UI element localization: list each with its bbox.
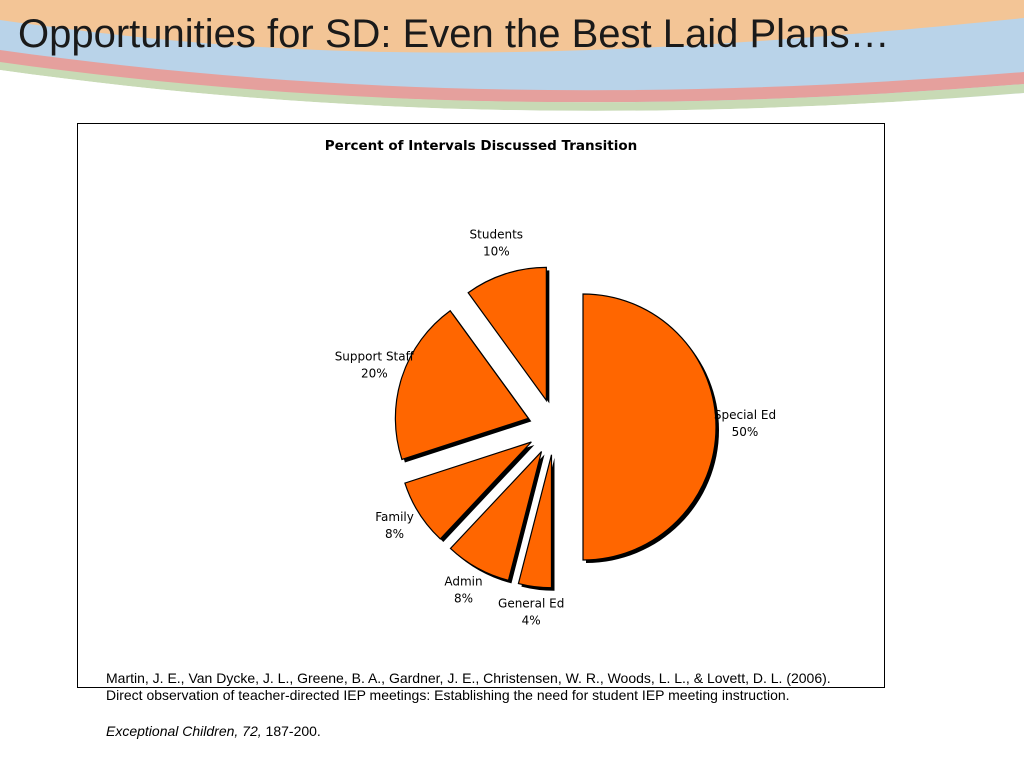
chart-frame: Percent of Intervals Discussed Transitio…: [77, 123, 885, 688]
citation-journal: Exceptional Children, 72,: [106, 723, 262, 739]
citation-pages: 187-200.: [261, 723, 321, 739]
citation-article: Direct observation of teacher-directed I…: [106, 687, 790, 703]
citation-journal-line: Exceptional Children, 72, 187-200.: [106, 723, 1006, 740]
pie-chart: Special Ed 50% General Ed 4% Admin 8% Family 8%…: [335, 227, 776, 628]
slice-label-family: Family 8%: [375, 510, 414, 541]
banner-white-fade: [0, 70, 1024, 130]
pie-slice-admin: [449, 451, 543, 582]
decorative-banner: [0, 0, 1024, 130]
banner-pink-band: [0, 50, 1024, 103]
pie-slice-family: [404, 441, 532, 540]
slice-label-general-ed: General Ed 4%: [498, 597, 564, 628]
pie-slice-special-ed: [582, 293, 717, 561]
pie-slice-support-staff: [394, 309, 530, 461]
pie-slice-students: [467, 266, 547, 403]
citation: Martin, J. E., Van Dycke, J. L., Greene,…: [106, 670, 1006, 740]
slice-label-students: Students 10%: [470, 227, 523, 258]
slice-label-special-ed: Special Ed 50%: [714, 408, 776, 439]
chart-title: Percent of Intervals Discussed Transitio…: [324, 138, 638, 154]
banner-green-band: [0, 62, 1024, 111]
slice-label-support-staff: Support Staff 20%: [335, 349, 415, 380]
slide-title: Opportunities for SD: Even the Best Laid…: [18, 12, 890, 56]
slice-label-admin: Admin 8%: [444, 574, 482, 605]
citation-authors: Martin, J. E., Van Dycke, J. L., Greene,…: [106, 670, 831, 686]
pie-slice-general-ed: [517, 454, 553, 589]
